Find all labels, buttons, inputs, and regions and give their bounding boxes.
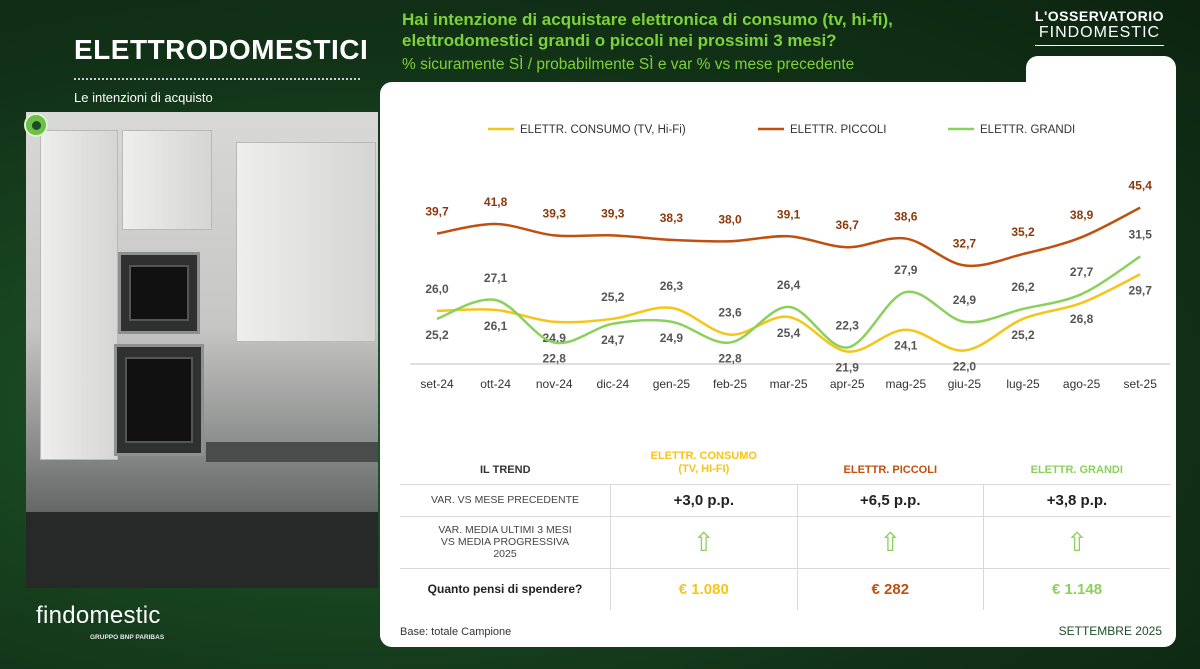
observatory-logo: L'OSSERVATORIO FINDOMESTIC [1034,8,1164,46]
data-label: 27,1 [484,271,508,285]
arrow-up-icon: ⇧ [983,515,1170,568]
trend-title: IL TREND [480,463,531,476]
data-label: 39,3 [543,206,567,220]
data-label: 35,2 [1011,225,1035,239]
data-label: 27,9 [894,263,918,277]
col-grandi: ELETTR. GRANDI [1030,463,1123,476]
data-label: 24,9 [953,293,977,307]
data-label: 23,6 [718,306,742,320]
x-tick-label: set-25 [1124,377,1158,391]
data-label: 26,4 [777,278,801,292]
x-tick-label: ott-24 [480,377,511,391]
data-label: 24,1 [894,339,918,353]
question-line-2: elettrodomestici grandi o piccoli nei pr… [402,31,837,50]
data-label: 25,4 [777,326,801,340]
kitchen-photo [26,112,378,588]
data-label: 27,7 [1070,265,1094,279]
question-subtitle: % sicuramente SÌ / probabilmente SÌ e va… [402,56,855,73]
legend-label: ELETTR. GRANDI [980,124,1075,136]
x-tick-label: mag-25 [885,377,926,391]
question-title: Hai intenzione di acquistare elettronica… [402,9,1002,51]
data-label: 38,6 [894,210,918,224]
x-tick-label: set-24 [420,377,454,391]
data-label: 39,3 [601,206,625,220]
data-label: 26,2 [1011,280,1035,294]
var-consumo: +3,0 p.p. [610,483,798,516]
section-subtitle: Le intenzioni di acquisto [74,90,213,105]
series-line [436,206,1141,268]
data-label: 25,2 [1011,328,1035,342]
spend-piccoli: € 282 [796,567,984,610]
x-tick-label: ago-25 [1063,377,1101,391]
observatory-line-2: FINDOMESTIC [1038,24,1161,41]
var-grandi: +3,8 p.p. [983,483,1170,516]
data-label: 22,0 [953,359,977,373]
x-tick-label: apr-25 [830,377,865,391]
data-label: 22,3 [836,319,860,333]
base-note: Base: totale Campione [400,626,512,638]
arrow-up-icon: ⇧ [610,515,798,568]
line-chart: ELETTR. CONSUMO (TV, Hi-Fi) ELETTR. PICCO… [410,124,1170,391]
x-tick-label: feb-25 [713,377,747,391]
row-label-var-media: VAR. MEDIA ULTIMI 3 MESI VS MEDIA PROGRE… [400,515,611,568]
data-label: 41,8 [484,195,508,209]
row-label-spend: Quanto pensi di spendere? [400,567,611,610]
data-label: 39,1 [777,207,801,221]
arrow-up-icon: ⇧ [796,515,984,568]
data-label: 32,7 [953,236,977,250]
data-label: 26,1 [484,319,508,333]
data-label: 38,9 [1070,208,1094,222]
data-label: 29,7 [1129,283,1153,297]
dotted-divider [74,78,360,80]
data-label: 24,9 [660,331,684,345]
observatory-line-1: L'OSSERVATORIO [1034,8,1164,24]
data-label: 25,2 [601,290,625,304]
data-label: 31,5 [1129,227,1153,241]
data-label: 22,8 [718,352,742,366]
trend-table: IL TREND ELETTR. CONSUMO (TV, HI-FI) ELE… [400,444,1170,610]
data-label: 38,0 [718,212,742,226]
findomestic-logo: findomestic [36,602,161,629]
data-label: 26,0 [425,282,449,296]
data-label: 21,9 [836,360,860,374]
x-tick-label: giu-25 [948,377,982,391]
spend-consumo: € 1.080 [610,567,798,610]
col-piccoli: ELETTR. PICCOLI [843,463,938,476]
data-label: 22,8 [543,352,567,366]
row-label-var-mese: VAR. VS MESE PRECEDENTE [400,483,611,516]
x-tick-label: lug-25 [1006,377,1040,391]
data-label: 39,7 [425,205,449,219]
x-tick-label: gen-25 [653,377,691,391]
series-line [436,255,1141,349]
logo-subtitle: GRUPPO BNP PARIBAS [90,634,165,641]
var-piccoli: +6,5 p.p. [796,483,984,516]
report-month: SETTEMBRE 2025 [1058,624,1162,638]
data-label: 45,4 [1129,179,1153,193]
data-label: 24,7 [601,333,625,347]
section-title: ELETTRODOMESTICI [74,34,369,65]
legend-label: ELETTR. PICCOLI [790,124,887,136]
data-label: 26,3 [660,279,684,293]
chart-card: ELETTR. CONSUMO (TV, Hi-Fi) ELETTR. PICCO… [380,56,1176,647]
question-line-1: Hai intenzione di acquistare elettronica… [402,10,893,29]
x-tick-label: nov-24 [536,377,573,391]
x-tick-label: dic-24 [596,377,629,391]
spend-grandi: € 1.148 [983,567,1170,610]
data-label: 26,8 [1070,312,1094,326]
col-consumo: ELETTR. CONSUMO (TV, HI-FI) [650,449,757,475]
data-label: 38,3 [660,211,684,225]
series-line [436,273,1141,353]
x-tick-label: mar-25 [770,377,808,391]
eye-icon [24,113,48,137]
data-label: 36,7 [836,218,860,232]
legend-label: ELETTR. CONSUMO (TV, Hi-Fi) [520,124,686,136]
data-label: 25,2 [425,328,449,342]
